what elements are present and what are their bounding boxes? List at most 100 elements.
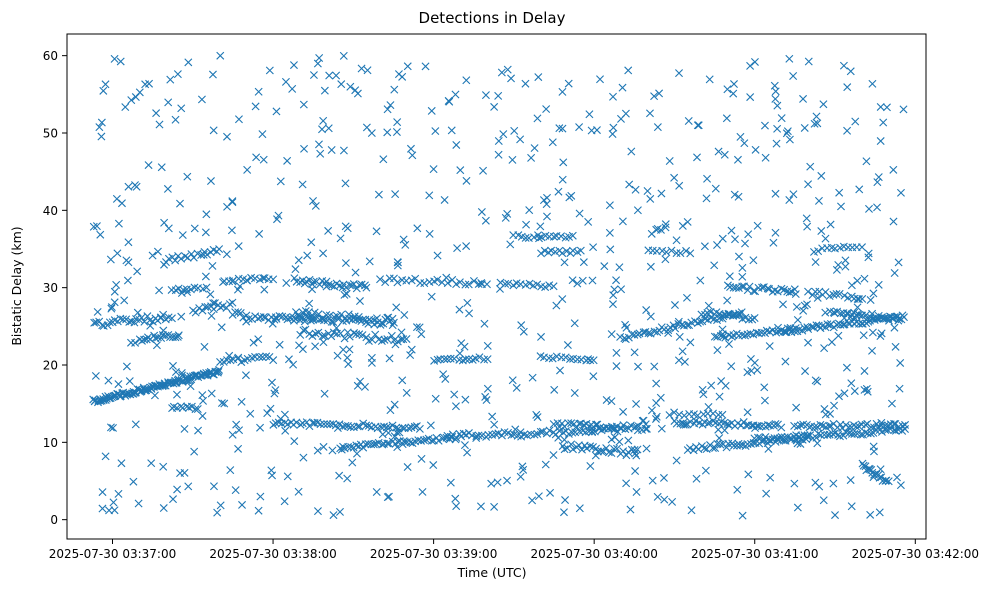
detection-point xyxy=(631,185,640,194)
detection-point xyxy=(190,224,199,233)
detection-point xyxy=(350,329,359,338)
detection-point xyxy=(177,254,186,263)
detection-point xyxy=(814,247,823,256)
detection-point xyxy=(806,162,815,171)
detection-point xyxy=(579,420,588,429)
detection-point xyxy=(650,327,659,336)
detection-point xyxy=(426,421,435,430)
detection-point xyxy=(859,331,868,340)
detection-point xyxy=(352,449,361,458)
detection-point xyxy=(357,64,366,73)
detection-point xyxy=(207,369,216,378)
detection-point xyxy=(399,235,408,244)
detection-point xyxy=(180,424,189,433)
detection-point xyxy=(625,180,634,189)
detection-point xyxy=(710,261,719,270)
detection-point xyxy=(463,298,472,307)
detection-point xyxy=(773,434,782,443)
detection-point xyxy=(675,332,684,341)
detection-point xyxy=(777,284,786,293)
detection-point xyxy=(567,440,576,449)
detection-point xyxy=(242,311,251,320)
detection-point xyxy=(256,423,265,432)
detection-point xyxy=(443,279,452,288)
detection-point xyxy=(406,438,415,447)
detection-point xyxy=(309,197,318,206)
detection-point xyxy=(226,466,235,475)
detection-point xyxy=(403,463,412,472)
detection-point xyxy=(619,447,628,456)
detection-point xyxy=(840,291,849,300)
detection-point xyxy=(231,486,240,495)
detection-point xyxy=(425,229,434,238)
detection-point xyxy=(865,204,873,213)
detection-point xyxy=(834,331,843,340)
detection-point xyxy=(899,105,908,114)
detection-point xyxy=(773,101,782,110)
detection-point xyxy=(889,217,898,226)
detection-point xyxy=(341,179,350,188)
y-tick-label: 50 xyxy=(43,126,58,140)
detection-point xyxy=(622,479,631,488)
detection-point xyxy=(453,244,462,253)
detection-point xyxy=(235,426,244,435)
detection-point xyxy=(223,202,232,211)
detection-point xyxy=(645,109,654,118)
detection-point xyxy=(549,451,558,460)
detection-point xyxy=(559,508,568,517)
detection-point xyxy=(243,165,252,174)
detection-point xyxy=(791,290,800,299)
detection-point xyxy=(198,306,207,315)
detection-point xyxy=(801,367,810,376)
detection-point xyxy=(609,123,618,132)
detection-point xyxy=(234,353,243,362)
detection-point xyxy=(771,189,780,198)
detection-point xyxy=(667,246,676,255)
detection-point xyxy=(153,247,162,256)
detection-point xyxy=(384,428,393,437)
detection-point xyxy=(820,344,829,353)
detection-point xyxy=(340,334,349,343)
detection-point xyxy=(731,235,739,244)
detection-point xyxy=(271,313,280,322)
detection-point xyxy=(254,335,263,344)
detection-point xyxy=(427,436,436,445)
detection-point xyxy=(713,346,722,355)
detection-point xyxy=(592,126,601,135)
detection-point xyxy=(633,206,642,215)
detection-point xyxy=(367,358,376,367)
detection-point xyxy=(826,409,835,418)
detection-point xyxy=(332,71,341,80)
detection-point xyxy=(447,126,456,135)
detection-point xyxy=(576,246,585,255)
detection-point xyxy=(90,318,99,327)
detection-point xyxy=(283,156,292,165)
detection-point xyxy=(511,425,520,434)
detection-point xyxy=(568,428,577,437)
detection-point xyxy=(656,225,665,234)
detection-point xyxy=(265,66,274,75)
detection-point xyxy=(843,83,852,92)
detection-point xyxy=(251,102,260,111)
detection-point xyxy=(113,249,122,258)
detection-point xyxy=(624,66,633,75)
detection-point xyxy=(176,199,184,208)
detection-point xyxy=(237,397,246,406)
detection-point xyxy=(377,336,386,345)
detection-point xyxy=(804,338,813,347)
detection-point xyxy=(472,434,481,443)
detection-point xyxy=(124,182,133,191)
detection-point xyxy=(738,282,747,291)
detection-point xyxy=(650,362,659,371)
y-tick-label: 30 xyxy=(43,281,58,295)
detection-point xyxy=(269,356,278,365)
detection-point xyxy=(360,382,369,391)
detection-point xyxy=(359,443,368,452)
detection-point xyxy=(379,155,388,164)
detection-point xyxy=(749,286,758,295)
detection-point xyxy=(589,372,598,381)
detection-point xyxy=(225,351,234,360)
detection-point xyxy=(618,83,627,92)
detection-point xyxy=(679,420,688,429)
detection-point xyxy=(561,353,570,362)
